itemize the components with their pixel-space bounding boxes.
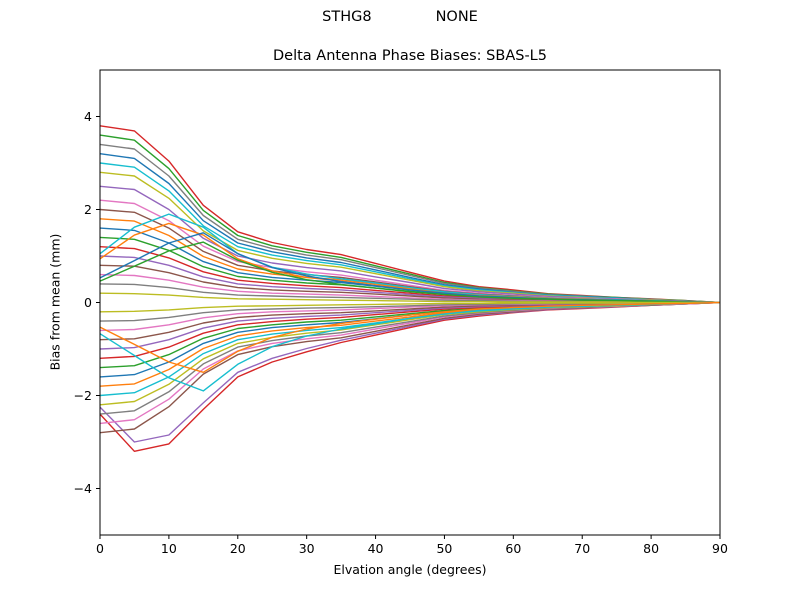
x-tick-label: 20	[230, 541, 246, 556]
suptitle-station: STHG8	[322, 9, 372, 25]
series-line-s18	[99, 292, 720, 304]
y-tick-label: 4	[84, 109, 92, 124]
y-tick-label: −4	[74, 481, 92, 496]
y-axis-label: Bias from mean (mm)	[47, 233, 63, 371]
x-tick-label: 70	[574, 541, 590, 556]
series-line-s38	[99, 301, 720, 313]
y-tick-label: 2	[84, 202, 92, 217]
x-tick-label: 30	[299, 541, 315, 556]
y-tick-label: −2	[74, 388, 92, 403]
y-tick-label: 0	[84, 295, 92, 310]
x-tick-label: 0	[96, 541, 104, 556]
x-tick-label: 80	[643, 541, 659, 556]
series-line-s40	[99, 301, 721, 373]
x-tick-label: 90	[712, 541, 728, 556]
series-line-s05	[99, 162, 721, 304]
suptitle: STHG8 NONE	[0, 9, 800, 25]
x-tick-label: 10	[161, 541, 177, 556]
series-line-s22	[99, 241, 721, 304]
x-tick-label: 50	[436, 541, 452, 556]
series-line-s26	[99, 301, 721, 425]
x-tick-label: 60	[505, 541, 521, 556]
x-tick-label: 40	[368, 541, 384, 556]
x-axis-label: Elvation angle (degrees)	[333, 562, 487, 577]
chart-title: Delta Antenna Phase Biases: SBAS-L5	[273, 48, 547, 64]
suptitle-antenna: NONE	[435, 9, 478, 25]
